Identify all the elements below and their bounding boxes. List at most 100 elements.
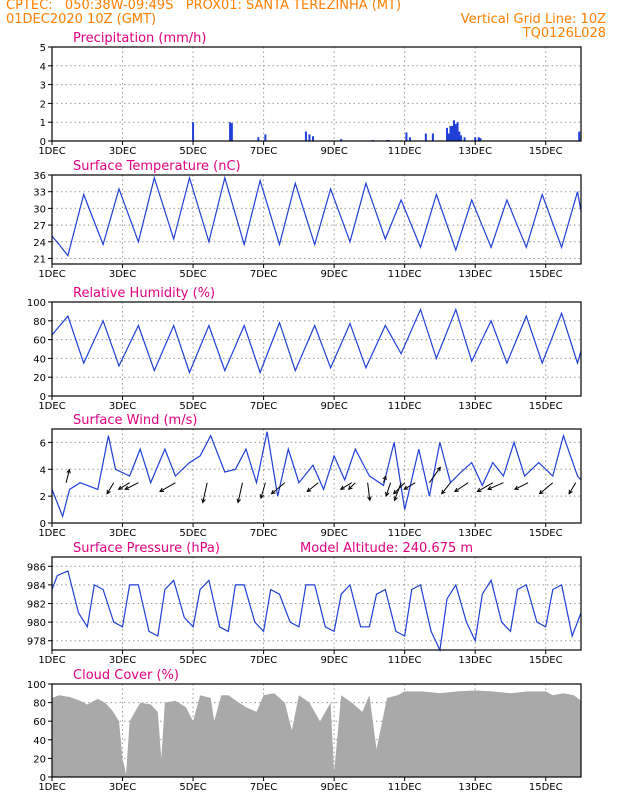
temperature-ytick-label: 30 [33, 204, 46, 215]
humidity-xtick-label: 3DEC [109, 401, 136, 412]
humidity-series-line [51, 307, 582, 375]
precipitation-bar [230, 123, 233, 141]
wind-vector-shaft [403, 482, 416, 490]
temperature-ytick-label: 21 [33, 254, 46, 265]
temperature-frame [51, 174, 582, 265]
wind-ytick-label: 2 [40, 492, 46, 503]
precipitation-ytick-label: 3 [40, 81, 46, 92]
precipitation-bar [458, 131, 461, 141]
wind-vector-head [393, 496, 398, 502]
wind-vector-shaft [106, 482, 115, 494]
precipitation-bar [192, 122, 195, 141]
precipitation-xtick-label: 7DEC [250, 146, 277, 157]
wind-vector-head [436, 466, 441, 472]
pressure-ytick-label: 980 [27, 618, 46, 629]
precipitation-bar [264, 134, 267, 141]
precipitation-ytick-label: 2 [40, 99, 46, 110]
temperature-xtick-label: 11DEC [388, 269, 422, 280]
pressure-xtick-label: 11DEC [388, 655, 422, 666]
temperature-ytick-label: 33 [33, 188, 46, 199]
precipitation-bar [431, 133, 434, 141]
wind-frame [51, 428, 582, 524]
wind-vector-shaft [124, 482, 139, 490]
humidity-ytick-label: 0 [40, 392, 46, 403]
cloud-area [52, 690, 581, 777]
humidity-xtick-label: 15DEC [529, 401, 563, 412]
precipitation-bar [479, 138, 482, 141]
pressure-ytick-label: 984 [27, 581, 46, 592]
cloud-ytick-label: 60 [33, 717, 46, 728]
wind-vector-head [487, 485, 493, 491]
precipitation-xtick-label: 13DEC [458, 146, 492, 157]
precipitation-ytick-label: 0 [40, 137, 46, 148]
precipitation-bar [340, 139, 343, 141]
temperature-series-line [51, 175, 582, 258]
cloud-title: Cloud Cover (%) [73, 668, 179, 683]
wind-vector-shaft [394, 482, 402, 501]
wind-vector-shaft [367, 482, 371, 501]
precipitation-bar [453, 120, 456, 141]
grid-line-note: Vertical Grid Line: 10Z [460, 12, 606, 27]
wind-vector-shaft [383, 475, 387, 483]
humidity-title: Relative Humidity (%) [73, 286, 215, 301]
pressure-ytick-label: 978 [27, 637, 46, 648]
precipitation-bar [311, 136, 314, 141]
cloud-xtick-label: 3DEC [109, 782, 136, 793]
wind-vector-shaft [237, 482, 243, 503]
wind-vector-shaft [306, 482, 319, 492]
precipitation-bar [229, 122, 232, 141]
wind-vector-head [270, 489, 276, 495]
wind-vector-shaft [428, 467, 441, 484]
wind-xtick-label: 9DEC [320, 528, 347, 539]
temperature-ytick-label: 24 [33, 238, 46, 249]
humidity-xtick-label: 5DEC [179, 401, 206, 412]
precipitation-xtick-label: 15DEC [529, 146, 563, 157]
precipitation-xtick-label: 9DEC [320, 146, 347, 157]
pressure-xtick-label: 7DEC [250, 655, 277, 666]
wind-vector-shaft [348, 482, 356, 490]
pressure-frame [51, 556, 582, 651]
humidity-ytick-label: 20 [33, 373, 46, 384]
precipitation-bar [451, 125, 454, 141]
temperature-xtick-label: 3DEC [109, 269, 136, 280]
cloud-panel: Cloud Cover (%) 0 20 40 60 80 100 1DEC 3DEC 5DEC 7… [27, 668, 582, 793]
wind-vector-head [454, 487, 459, 493]
wind-vector-head [236, 498, 241, 504]
wind-vector-head [124, 485, 130, 490]
cloud-ytick-label: 0 [40, 773, 46, 784]
wind-vector-head [382, 475, 387, 481]
precipitation-bar [308, 134, 311, 141]
wind-vector-head [476, 487, 482, 493]
temperature-xtick-label: 7DEC [250, 269, 277, 280]
cloud-xtick-label: 15DEC [529, 782, 563, 793]
wind-vector-head [403, 485, 409, 490]
precipitation-bar [460, 135, 463, 141]
precipitation-bar [456, 122, 459, 141]
pressure-xtick-label: 3DEC [109, 655, 136, 666]
wind-vector-shaft [441, 482, 451, 495]
pressure-xtick-label: 15DEC [529, 655, 563, 666]
temperature-xtick-label: 5DEC [179, 269, 206, 280]
precipitation-bar [477, 137, 480, 141]
wind-vector-head [441, 489, 446, 495]
wind-xtick-label: 15DEC [529, 528, 563, 539]
wind-vector-head [568, 489, 573, 495]
wind-xtick-label: 5DEC [179, 528, 206, 539]
temperature-xtick-label: 1DEC [38, 269, 65, 280]
wind-vector-shaft [385, 482, 392, 497]
temperature-xtick-label: 13DEC [458, 269, 492, 280]
precipitation-bar [304, 131, 307, 141]
wind-xtick-label: 3DEC [109, 528, 136, 539]
precipitation-panel: Precipitation (mm/h) 0 1 2 3 4 5 1DEC 3DEC 5DEC 7D… [38, 31, 582, 157]
cloud-ytick-label: 40 [33, 736, 46, 747]
temperature-title: Surface Temperature (nC) [73, 159, 241, 174]
wind-vector-shaft [271, 482, 286, 495]
wind-vector-shaft [340, 482, 353, 490]
temperature-ytick-label: 27 [33, 221, 46, 232]
pressure-panel: Surface Pressure (hPa) Model Altitude: 24… [27, 541, 582, 666]
cloud-ytick-label: 100 [27, 680, 46, 691]
wind-ytick-label: 4 [40, 465, 46, 476]
precipitation-xtick-label: 1DEC [38, 146, 65, 157]
wind-title: Surface Wind (m/s) [73, 413, 197, 428]
